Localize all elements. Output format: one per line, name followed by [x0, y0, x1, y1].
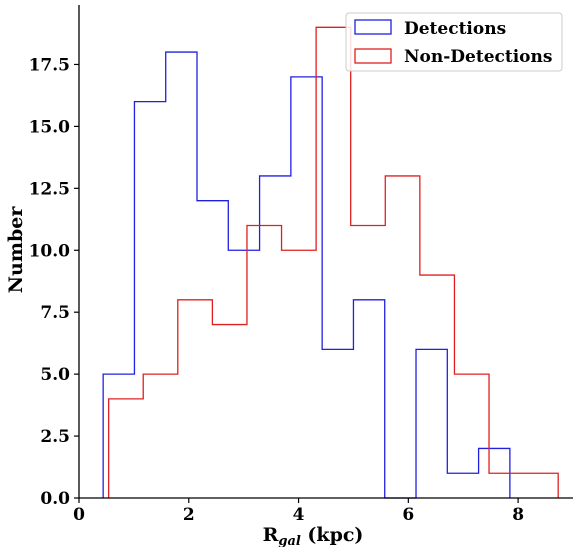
plot-background	[79, 5, 573, 498]
x-axis-label-unit: (kpc)	[301, 524, 364, 546]
x-axis-label-main: R	[263, 524, 279, 546]
axes-layer: 0 2 4 6 8 0.0 2.5 5.0 7.5 10.0 12.5 15.0 17.5	[29, 5, 573, 525]
bar-non-detections-11	[489, 473, 524, 498]
bar-non-detections-4	[247, 225, 282, 498]
x-tick-label: 6	[402, 505, 414, 525]
y-tick-label: 5.0	[40, 365, 70, 385]
legend: Detections Non-Detections	[345, 12, 563, 72]
bar-non-detections-5	[282, 250, 317, 498]
bar-non-detections-1	[143, 374, 178, 498]
y-tick-label: 0.0	[40, 489, 70, 509]
legend-frame	[345, 12, 563, 72]
bar-non-detections-8	[385, 176, 420, 498]
bar-non-detections-0	[109, 399, 144, 498]
bar-non-detections-3	[212, 325, 247, 498]
y-axis-label: Number	[5, 206, 27, 294]
series-detections-outline	[102, 51, 511, 499]
series-layer	[102, 26, 559, 499]
bar-non-detections-7	[351, 225, 386, 498]
bar-non-detections-2	[178, 300, 213, 498]
bar-non-detections-9	[420, 275, 455, 498]
y-tick-label: 7.5	[40, 303, 70, 323]
y-tick-label: 2.5	[40, 427, 70, 447]
x-axis-label-subscript: gal	[278, 534, 301, 547]
y-tick-label: 12.5	[29, 179, 70, 199]
legend-swatch-non-detections	[354, 48, 392, 64]
series-non-detections-outline	[107, 26, 559, 498]
y-tick-label: 17.5	[29, 55, 70, 75]
x-tick-label: 4	[293, 505, 305, 525]
y-tick-label: 10.0	[29, 241, 71, 261]
x-tick-label: 8	[512, 505, 524, 525]
bar-non-detections-12	[524, 473, 559, 498]
legend-label-non-detections: Non-Detections	[404, 47, 552, 67]
x-axis-label: Rgal (kpc)	[263, 524, 364, 547]
legend-swatch-detections	[354, 19, 392, 35]
plot-area	[79, 5, 573, 498]
bar-non-detections-10	[454, 374, 489, 498]
y-tick-label: 15.0	[29, 117, 71, 137]
x-tick-label: 0	[73, 505, 85, 525]
bar-non-detections-6	[316, 27, 351, 498]
legend-label-detections: Detections	[404, 19, 506, 39]
x-tick-label: 2	[183, 505, 195, 525]
